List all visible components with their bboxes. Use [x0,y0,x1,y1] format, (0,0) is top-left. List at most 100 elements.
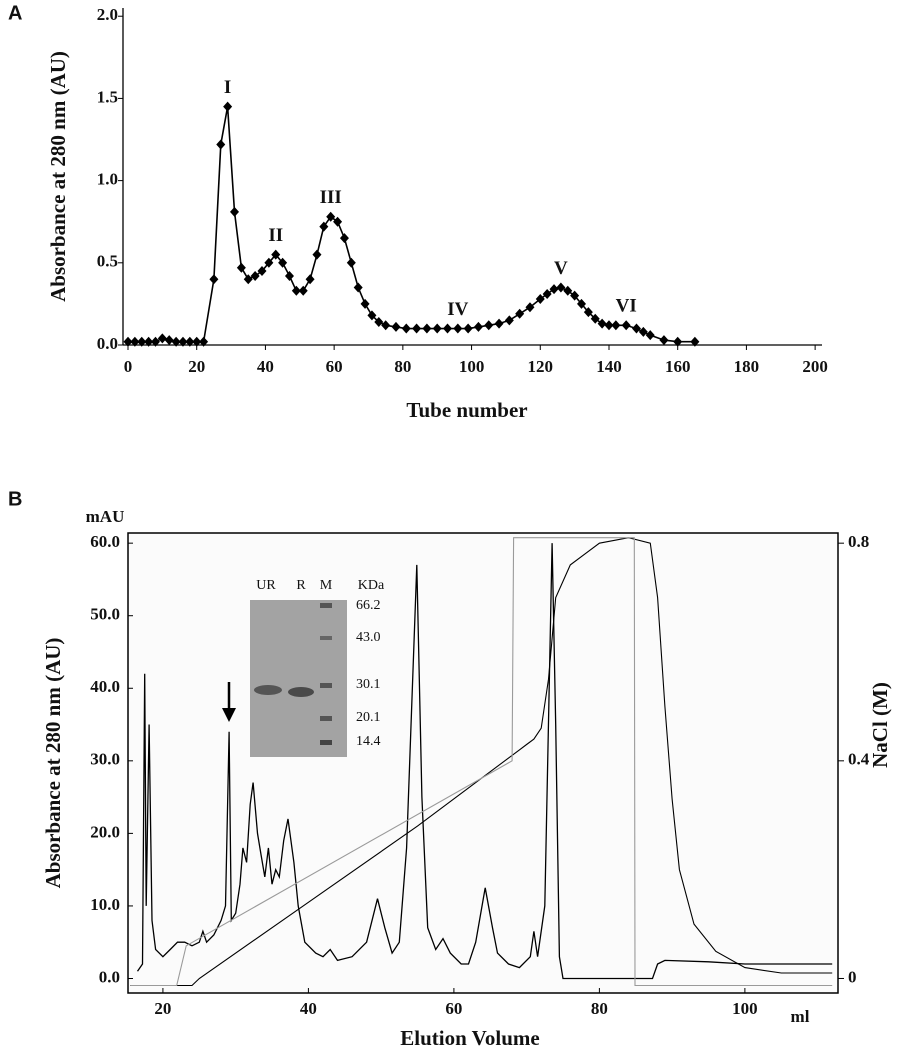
gel-lane-label: KDa [358,578,385,593]
data-point [264,257,274,268]
x-axis-title: Elution Volume [400,1026,539,1050]
gel-band [320,683,332,688]
data-point [463,323,473,334]
arrow-head [222,708,236,722]
data-point [236,262,246,273]
data-point [319,221,329,232]
x-tick-label: 160 [665,357,691,376]
y-unit: mAU [86,507,125,526]
data-point [453,323,463,334]
data-point [291,285,301,296]
y-tick-label: 30.0 [90,750,120,769]
data-point [577,298,587,309]
panel-label: B [8,488,22,510]
data-point [597,318,607,329]
y2-tick-label: 0.4 [848,750,870,769]
data-point [590,313,600,324]
data-point [230,206,240,217]
x-tick-label: 60 [445,999,462,1018]
x-axis-title: Tube number [406,398,527,422]
data-point [422,323,432,334]
gel-mw-label: 14.4 [356,734,381,749]
gel-mw-label: 30.1 [356,677,381,692]
y-axis-title: Absorbance at 280 nm (AU) [41,638,65,889]
data-point [673,336,683,347]
gel-inset [250,600,347,757]
data-point [473,321,483,332]
y-tick-label: 0.0 [99,967,120,986]
data-point [484,320,494,331]
data-point [525,302,535,313]
data-line [130,537,833,987]
gel-lane-label: M [320,578,333,593]
data-point [164,335,174,346]
data-point [278,257,288,268]
x-tick-label: 40 [300,999,317,1018]
gel-band [320,716,332,721]
x-tick-label: 120 [528,357,554,376]
y2-tick-label: 0 [848,967,857,986]
data-point [504,315,514,326]
gel-band [320,636,332,640]
data-point [360,298,370,309]
arrow [222,682,236,722]
data-point [130,336,140,347]
data-point [638,326,648,337]
gel-band [288,687,314,697]
gel-band [320,740,332,745]
data-point [391,321,401,332]
x-tick-label: 20 [154,999,171,1018]
data-point [515,308,525,319]
data-point [570,290,580,301]
gel [250,600,347,757]
x-tick-label: 80 [394,357,411,376]
data-point [209,274,219,285]
data-point [137,336,147,347]
data-point [123,336,133,347]
data-point [305,274,315,285]
data-point [346,257,356,268]
x-tick-label: 60 [326,357,343,376]
y-tick-label: 0.0 [97,334,118,353]
peak-label: IV [447,299,468,320]
gel-mw-label: 20.1 [356,710,381,725]
data-point [199,336,209,347]
data-point [563,285,573,296]
data-point [312,249,322,260]
y-tick-label: 1.5 [97,87,118,106]
data-point [432,323,442,334]
x-tick-label: 80 [591,999,608,1018]
data-point [381,320,391,331]
y-tick-label: 2.0 [97,5,118,24]
data-point [144,336,154,347]
data-point [604,320,614,331]
data-point [171,336,181,347]
data-point [443,323,453,334]
data-point [374,316,384,327]
peak-label: II [268,225,283,246]
x-tick-label: 40 [257,357,274,376]
data-line [128,106,695,343]
data-point [690,336,700,347]
gel-lane-label: UR [256,578,276,593]
x-tick-label: 0 [124,357,133,376]
data-point [621,320,631,331]
data-point [556,282,566,293]
plot-frame [127,532,839,994]
data-point [223,101,233,112]
y-tick-label: 60.0 [90,532,120,551]
data-point [549,284,559,295]
data-point [583,307,593,318]
data-point [333,216,343,227]
gel-band [320,603,332,608]
peak-label: III [320,187,342,208]
gel-mw-label: 66.2 [356,598,381,613]
data-point [192,336,202,347]
data-point [339,233,349,244]
y-tick-label: 20.0 [90,822,120,841]
gel-band [254,685,282,695]
y-axis-title: Absorbance at 280 nm (AU) [46,51,70,302]
peak-label: I [224,77,231,98]
